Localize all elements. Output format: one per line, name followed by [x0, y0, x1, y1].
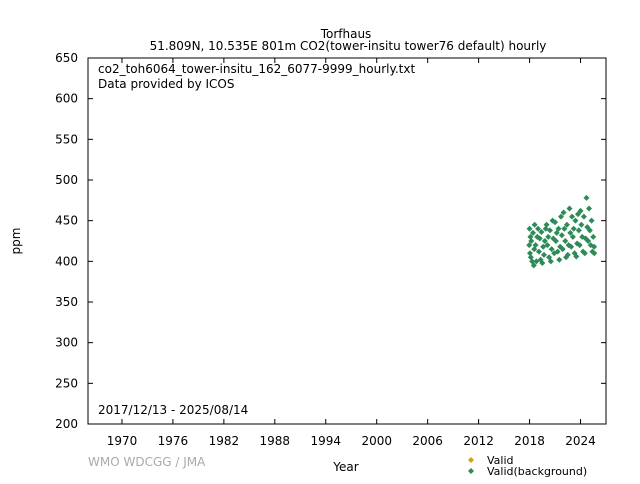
data-point — [557, 213, 564, 220]
y-tick-label: 600 — [55, 92, 78, 106]
data-point — [581, 250, 588, 257]
data-point — [529, 229, 536, 236]
data-point — [554, 248, 561, 255]
data-point — [563, 221, 570, 228]
y-tick-label: 450 — [55, 214, 78, 228]
data-point — [541, 251, 548, 258]
y-tick-label: 500 — [55, 173, 78, 187]
y-axis: 200 250 300 350 400 450 500 550 600 650 — [55, 51, 606, 431]
data-point — [583, 194, 590, 201]
data-point — [570, 225, 577, 232]
provider-annotation: Data provided by ICOS — [98, 77, 234, 91]
data-point — [566, 205, 573, 212]
data-point — [560, 209, 567, 216]
data-point — [591, 243, 598, 250]
data-point — [544, 242, 551, 249]
plot-frame — [87, 57, 607, 425]
x-axis-label: Year — [332, 460, 358, 474]
y-tick-label: 350 — [55, 295, 78, 309]
y-tick-label: 650 — [55, 51, 78, 65]
data-point — [564, 251, 571, 258]
x-tick-label: 1976 — [158, 434, 189, 448]
data-point — [555, 225, 562, 232]
data-point — [580, 213, 587, 220]
data-point — [531, 221, 538, 228]
x-tick-label: 1988 — [260, 434, 291, 448]
legend-valid-background-marker — [468, 468, 474, 474]
chart-subtitle: 51.809N, 10.535E 801m CO2(tower-insitu t… — [150, 39, 547, 53]
data-point — [552, 219, 559, 226]
data-point — [532, 242, 539, 249]
y-tick-label: 300 — [55, 336, 78, 350]
chart-title: Torfhaus — [320, 27, 372, 41]
data-point — [588, 217, 595, 224]
x-axis: 1970 1976 1982 1988 1994 2000 2006 2012 2018 2024 — [107, 58, 596, 448]
x-tick-label: 1994 — [310, 434, 341, 448]
data-point — [545, 233, 552, 240]
data-point — [562, 238, 569, 244]
y-tick-label: 250 — [55, 376, 78, 390]
data-point — [569, 213, 576, 220]
data-points — [526, 194, 598, 269]
y-axis-label: ppm — [9, 228, 23, 255]
data-point — [539, 259, 546, 266]
x-tick-label: 1982 — [209, 434, 240, 448]
data-point — [585, 238, 592, 244]
x-tick-label: 2006 — [412, 434, 443, 448]
data-point — [535, 248, 542, 255]
data-point — [567, 229, 574, 236]
y-tick-label: 200 — [55, 417, 78, 431]
legend: Valid Valid(background) — [468, 454, 587, 478]
date-range-annotation: 2017/12/13 - 2025/08/14 — [98, 403, 248, 417]
x-tick-label: 2024 — [565, 434, 596, 448]
data-point — [590, 233, 597, 240]
x-tick-label: 2018 — [514, 434, 545, 448]
x-tick-label: 2000 — [361, 434, 392, 448]
data-point — [561, 225, 568, 232]
data-point — [556, 256, 563, 263]
credit-text: WMO WDCGG / JMA — [88, 455, 206, 469]
data-point — [536, 235, 543, 242]
data-point — [571, 250, 578, 257]
data-point — [586, 205, 593, 212]
data-point — [541, 238, 548, 244]
data-point — [527, 233, 534, 240]
data-point — [530, 262, 537, 269]
data-point — [526, 225, 533, 232]
data-point — [538, 229, 545, 236]
data-point — [568, 243, 575, 250]
data-point — [543, 221, 550, 228]
legend-valid-background-label: Valid(background) — [487, 465, 587, 478]
data-point — [575, 227, 582, 234]
data-point — [559, 246, 566, 253]
data-point — [535, 225, 542, 232]
data-point — [578, 221, 585, 228]
data-point — [552, 238, 559, 244]
legend-valid-marker — [468, 457, 474, 463]
x-tick-label: 2012 — [463, 434, 494, 448]
data-point — [586, 227, 593, 234]
data-point — [576, 242, 583, 249]
y-tick-label: 550 — [55, 132, 78, 146]
data-point — [548, 246, 555, 253]
legend-valid-label: Valid — [487, 454, 514, 467]
data-point — [573, 253, 580, 260]
file-annotation: co2_toh6064_tower-insitu_162_6077-9999_h… — [98, 62, 415, 76]
data-point — [569, 233, 576, 240]
data-point — [558, 232, 565, 239]
data-point — [528, 238, 535, 244]
data-point — [572, 217, 579, 224]
data-point — [526, 242, 533, 249]
x-tick-label: 1970 — [107, 434, 138, 448]
data-point — [526, 250, 533, 257]
data-point — [577, 207, 584, 214]
y-tick-label: 400 — [55, 254, 78, 268]
data-point — [547, 258, 554, 265]
data-point — [546, 227, 553, 234]
data-point — [591, 250, 598, 257]
